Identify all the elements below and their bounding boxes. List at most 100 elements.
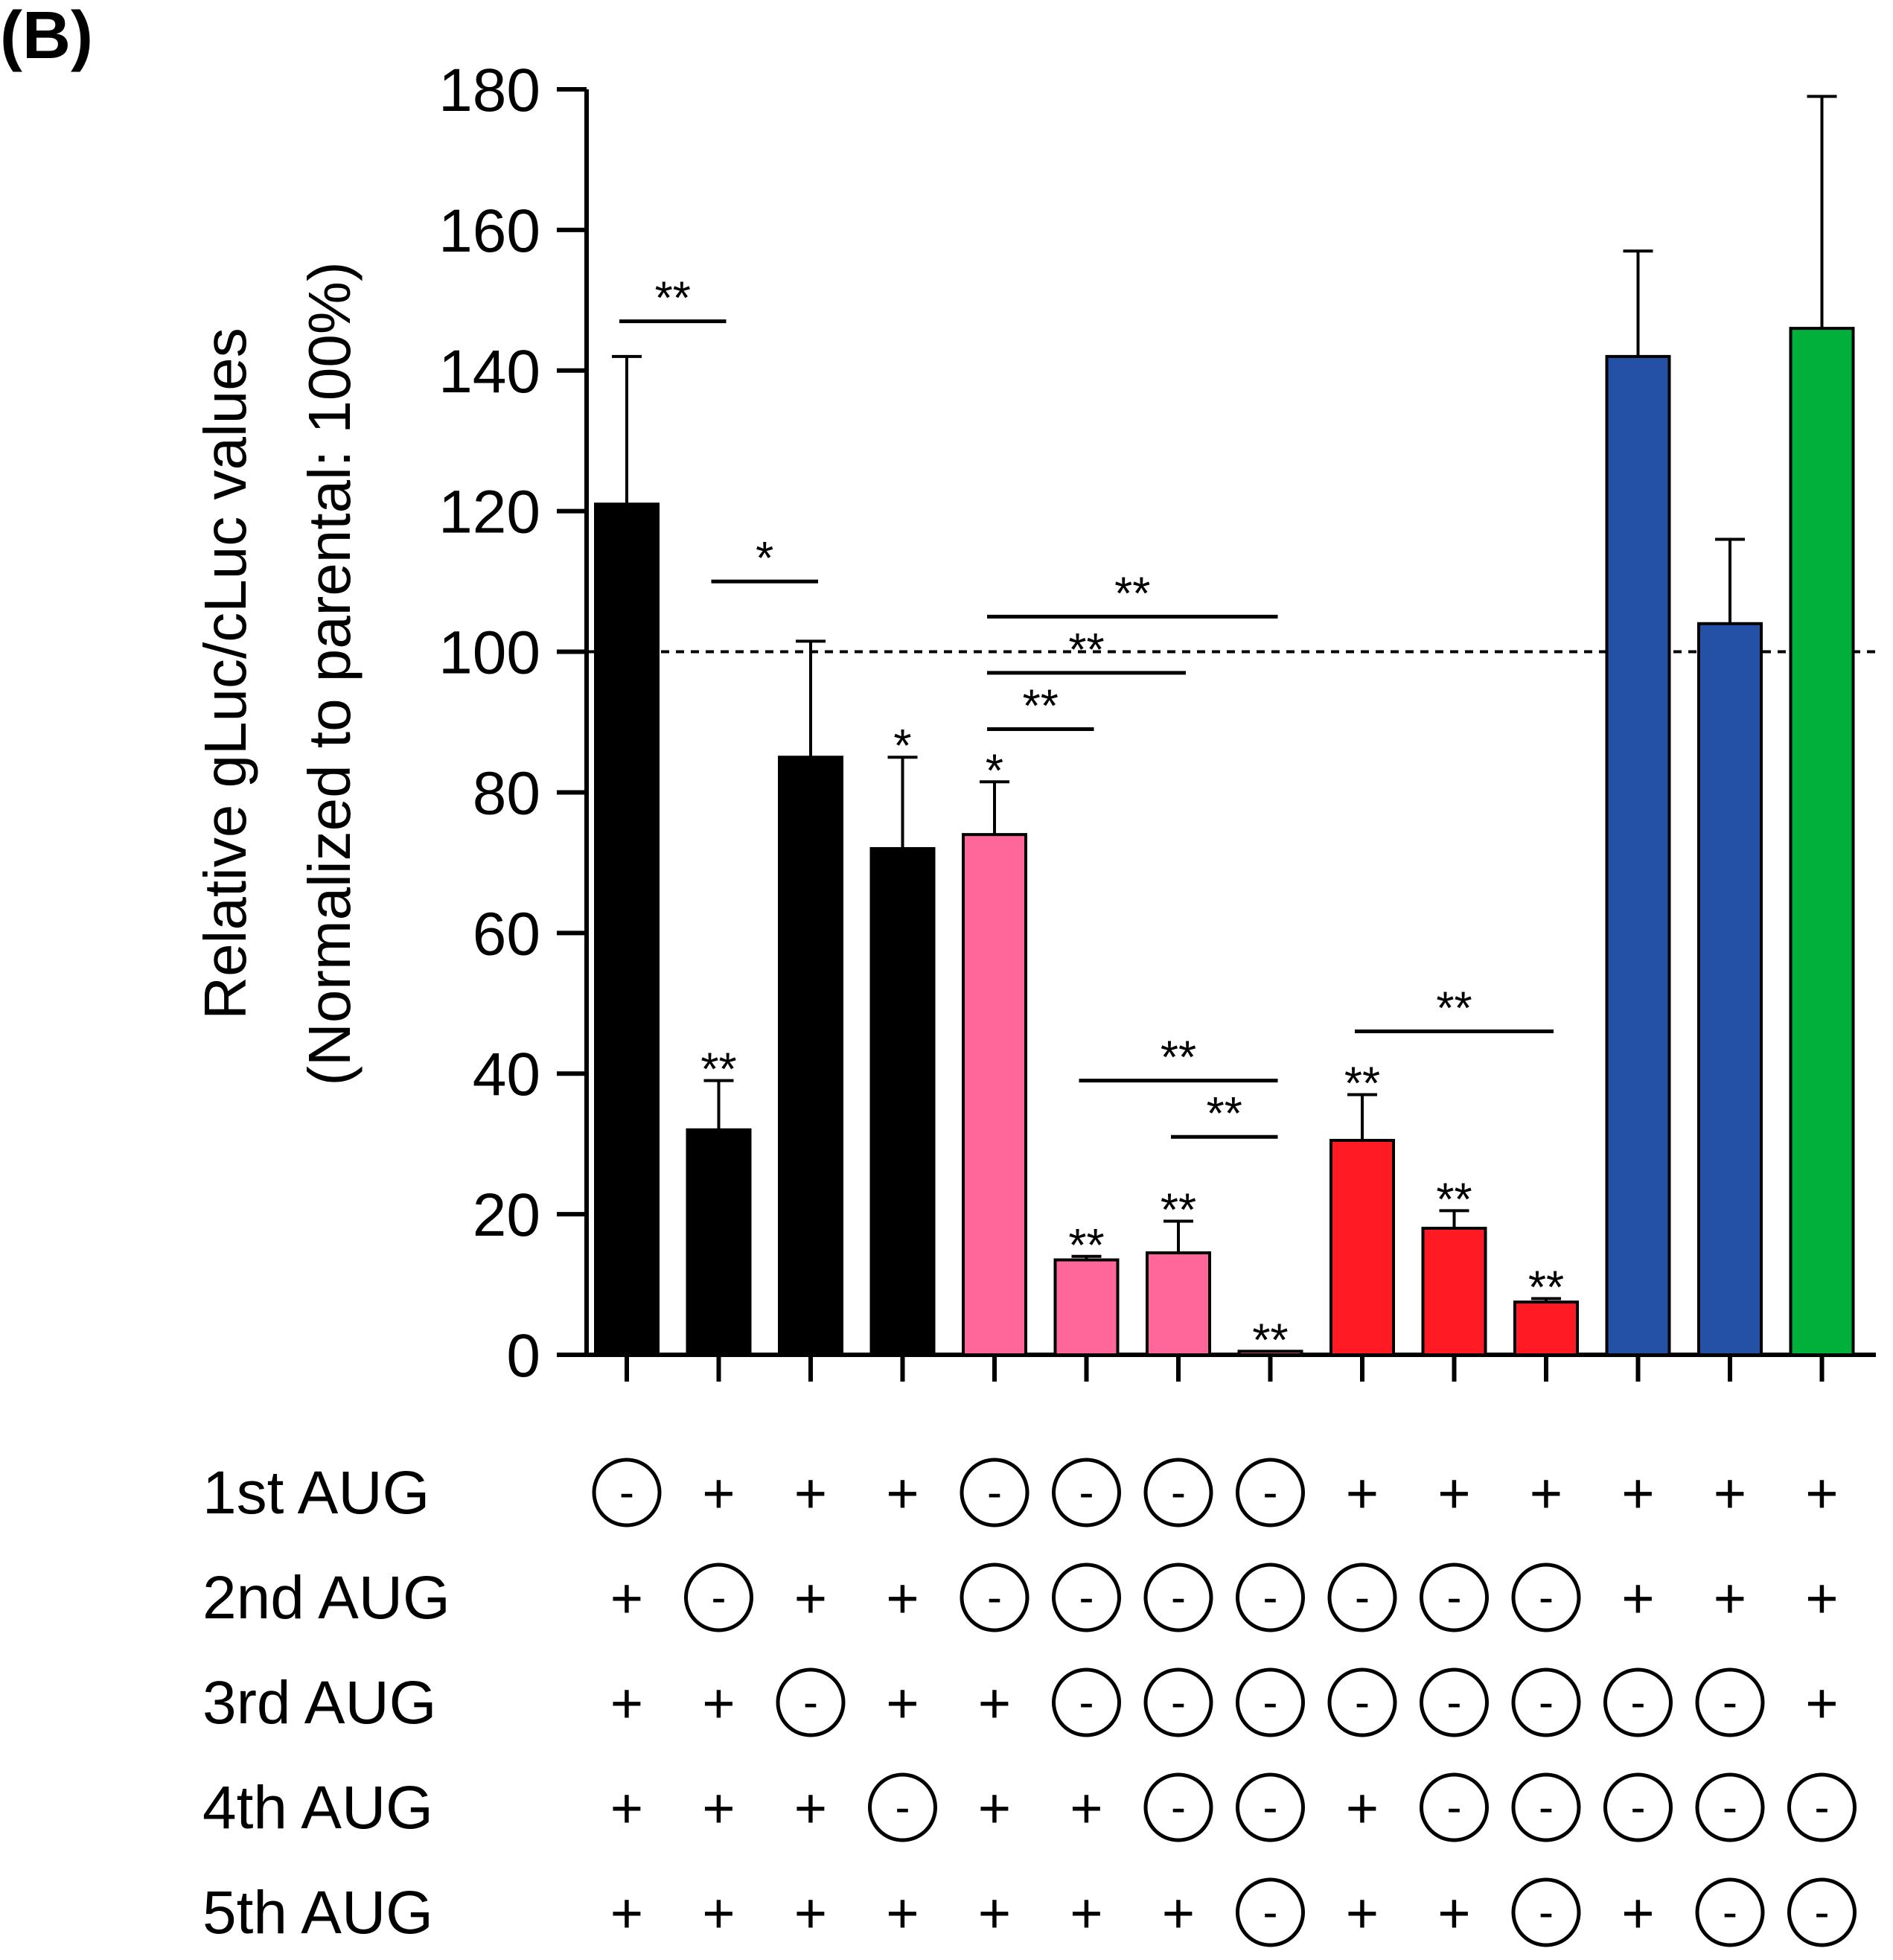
- minus-sign: -: [1263, 1677, 1278, 1727]
- minus-circle: [1236, 1458, 1305, 1528]
- minus-circle: [1511, 1667, 1581, 1737]
- minus-sign: -: [1355, 1572, 1370, 1622]
- minus-circle: [1052, 1562, 1121, 1632]
- plus-sign: +: [794, 1777, 827, 1840]
- aug-row-label: 2nd AUG: [202, 1564, 450, 1632]
- plus-sign: +: [1437, 1462, 1470, 1525]
- minus-circle: [1420, 1667, 1489, 1737]
- y-axis-label-line1: Relative gLuc/cLuc values: [192, 328, 258, 1019]
- comparison-label: **: [1436, 983, 1472, 1035]
- y-axis-label: Relative gLuc/cLuc values (Normalized to…: [192, 261, 363, 1085]
- plus-sign: +: [1070, 1777, 1102, 1840]
- plus-sign: +: [1530, 1462, 1562, 1525]
- minus-sign: -: [896, 1782, 910, 1832]
- comparison-label: **: [655, 273, 691, 325]
- significance-label: **: [700, 1044, 736, 1096]
- minus-circle: [1603, 1772, 1673, 1842]
- minus-circle: [1603, 1667, 1673, 1737]
- plus-sign: +: [1621, 1462, 1654, 1525]
- bar: [1513, 1300, 1579, 1356]
- bar: [686, 1128, 752, 1357]
- plus-sign: +: [978, 1777, 1011, 1840]
- minus-sign: -: [1263, 1887, 1278, 1937]
- minus-circle: [1236, 1877, 1305, 1947]
- plus-sign: +: [702, 1882, 735, 1945]
- plus-sign: +: [610, 1567, 643, 1630]
- aug-table: 1st AUG - + + + - - - - + + + + + +2nd AUG + - + + - - - - - - - +…: [202, 1458, 1857, 1947]
- significance-label: **: [1528, 1262, 1564, 1313]
- plus-sign: +: [610, 1882, 643, 1945]
- significance-label: **: [1344, 1059, 1380, 1110]
- bar: [962, 833, 1027, 1356]
- minus-sign: -: [1447, 1782, 1462, 1832]
- significance-label: *: [893, 721, 911, 772]
- plus-sign: +: [978, 1672, 1011, 1735]
- bar: [594, 502, 660, 1357]
- bar: [1237, 1350, 1303, 1357]
- minus-sign: -: [1723, 1677, 1737, 1727]
- y-axis-label-line2: (Normalized to parental: 100%): [296, 261, 363, 1085]
- plus-sign: +: [1805, 1567, 1838, 1630]
- minus-sign: -: [1171, 1572, 1186, 1622]
- plus-sign: +: [1346, 1777, 1379, 1840]
- bar: [1697, 622, 1763, 1356]
- plus-sign: +: [1621, 1567, 1654, 1630]
- minus-circle: [1787, 1877, 1857, 1947]
- bar: [1605, 354, 1671, 1356]
- minus-circle: [1511, 1772, 1581, 1842]
- minus-circle: [1236, 1772, 1305, 1842]
- y-tick-label: 180: [438, 57, 540, 124]
- plus-sign: +: [1621, 1882, 1654, 1945]
- y-tick-label: 40: [473, 1041, 540, 1108]
- plus-sign: +: [886, 1462, 919, 1525]
- comparison-label: *: [756, 533, 773, 584]
- minus-circle: [1143, 1458, 1213, 1528]
- minus-circle: [592, 1458, 662, 1528]
- minus-sign: -: [1263, 1572, 1278, 1622]
- plus-sign: +: [794, 1567, 827, 1630]
- plus-sign: +: [886, 1672, 919, 1735]
- minus-circle: [868, 1772, 937, 1842]
- minus-sign: -: [1631, 1782, 1646, 1832]
- plus-sign: +: [1805, 1462, 1838, 1525]
- significance-label: **: [1161, 1185, 1196, 1236]
- minus-sign: -: [1171, 1467, 1186, 1517]
- minus-circle: [1236, 1562, 1305, 1632]
- bar: [1146, 1251, 1211, 1356]
- bar: [1329, 1138, 1395, 1356]
- plus-sign: +: [702, 1672, 735, 1735]
- minus-circle: [1511, 1562, 1581, 1632]
- minus-sign: -: [987, 1467, 1002, 1517]
- minus-circle: [1420, 1562, 1489, 1632]
- aug-row-label: 3rd AUG: [202, 1669, 436, 1737]
- comparison-label: **: [1114, 568, 1150, 619]
- significance-label: **: [1436, 1174, 1472, 1225]
- plus-sign: +: [1162, 1882, 1195, 1945]
- bar: [1053, 1258, 1120, 1356]
- minus-sign: -: [1079, 1572, 1094, 1622]
- plus-sign: +: [794, 1462, 827, 1525]
- minus-sign: -: [1631, 1677, 1646, 1727]
- minus-circle: [684, 1562, 753, 1632]
- comparison-label: **: [1207, 1088, 1242, 1140]
- bar: [1789, 327, 1855, 1357]
- minus-sign: -: [1815, 1782, 1830, 1832]
- y-tick-label: 140: [438, 338, 540, 406]
- plus-sign: +: [1714, 1462, 1746, 1525]
- bar: [1421, 1227, 1487, 1356]
- minus-sign: -: [803, 1677, 818, 1727]
- minus-sign: -: [1171, 1677, 1186, 1727]
- minus-sign: -: [1539, 1782, 1554, 1832]
- y-tick-label: 120: [438, 479, 540, 546]
- y-tick-label: 100: [438, 619, 540, 687]
- comparison-label: **: [1068, 625, 1104, 676]
- y-tick-label: 0: [506, 1322, 540, 1390]
- minus-circle: [1787, 1772, 1857, 1842]
- plus-sign: +: [794, 1882, 827, 1945]
- plus-sign: +: [1805, 1672, 1838, 1735]
- minus-circle: [1327, 1562, 1397, 1632]
- plus-sign: +: [702, 1777, 735, 1840]
- axes: 0 20 40 60 80 100 120 140 160 180: [438, 57, 1876, 1390]
- minus-sign: -: [1355, 1677, 1370, 1727]
- minus-circle: [1511, 1877, 1581, 1947]
